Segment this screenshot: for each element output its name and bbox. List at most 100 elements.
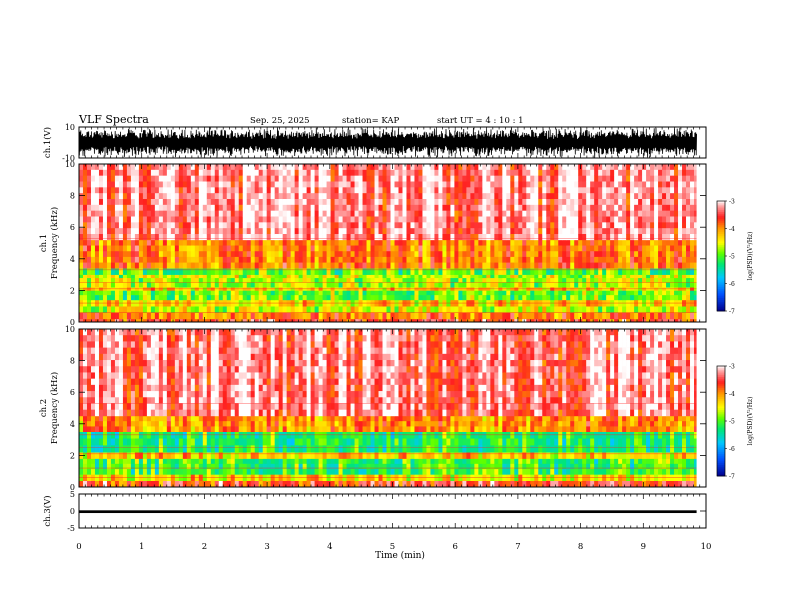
spectral-cell xyxy=(290,175,295,182)
spectral-cell xyxy=(654,318,659,323)
spectral-cell xyxy=(186,290,192,296)
spectral-cell xyxy=(282,169,287,176)
spectral-cell xyxy=(678,169,683,176)
spectral-cell xyxy=(642,312,647,320)
spectral-cell xyxy=(79,169,84,176)
spectral-cell xyxy=(102,262,108,269)
spectral-cell xyxy=(478,245,483,252)
spectral-cell xyxy=(282,204,287,211)
spectral-cell xyxy=(122,187,128,194)
spectral-cell xyxy=(79,318,84,323)
spectral-cell xyxy=(166,277,172,283)
spectral-cell xyxy=(438,164,443,171)
spectral-cell xyxy=(670,164,675,171)
spectral-cell xyxy=(162,234,168,241)
spectral-cell xyxy=(682,222,687,229)
spectral-cell xyxy=(646,169,651,176)
spectral-cell xyxy=(678,306,683,313)
spectral-cell xyxy=(586,290,591,296)
spectral-cell xyxy=(658,277,663,283)
spectral-cell xyxy=(298,282,303,288)
spectral-cell xyxy=(494,262,499,269)
spectral-cell xyxy=(478,169,483,176)
spectral-cell xyxy=(210,216,216,223)
spectral-cell xyxy=(214,187,220,194)
spectral-cell xyxy=(378,187,383,194)
spectral-cell xyxy=(534,228,539,235)
spectral-cell xyxy=(386,164,391,171)
spectral-cell xyxy=(354,210,359,217)
spectral-cell xyxy=(238,251,244,258)
spectral-cell xyxy=(126,181,132,188)
spectral-cell xyxy=(694,245,699,252)
spectral-cell xyxy=(314,210,319,217)
spectral-cell xyxy=(402,239,407,246)
spectral-cell xyxy=(394,193,399,200)
spectral-cell xyxy=(126,256,132,263)
spectral-cell xyxy=(530,234,535,241)
spectral-cell xyxy=(186,268,192,275)
spectral-cell xyxy=(694,306,699,313)
spectral-cell xyxy=(586,251,591,258)
spectral-cell xyxy=(374,175,379,182)
spectral-cell xyxy=(658,251,663,258)
spectral-cell xyxy=(238,210,244,217)
spectral-cell xyxy=(694,274,699,279)
spectral-cell xyxy=(79,204,84,211)
spectral-cell xyxy=(266,187,271,194)
spectral-cell xyxy=(314,268,319,275)
spectral-cell xyxy=(682,228,687,235)
spectral-cell xyxy=(638,210,643,217)
spectral-cell xyxy=(626,216,631,223)
spectral-cell xyxy=(654,239,659,246)
spectral-cell xyxy=(206,239,212,246)
spectral-cell xyxy=(110,262,116,269)
spectral-cell xyxy=(386,318,391,323)
spectral-cell xyxy=(578,277,583,283)
spectral-cell xyxy=(286,199,291,206)
spectral-cell xyxy=(122,181,128,188)
spectral-cell xyxy=(206,277,212,283)
spectral-cell xyxy=(438,295,443,301)
spectral-cell xyxy=(258,169,263,176)
spectral-cell xyxy=(270,239,275,246)
spectral-cell xyxy=(266,274,271,279)
spectral-cell xyxy=(342,239,347,246)
spectral-cell xyxy=(530,282,535,288)
spectral-cell xyxy=(458,187,463,194)
spectral-cell xyxy=(118,256,124,263)
spectral-cell xyxy=(254,290,260,296)
spectral-cell xyxy=(330,210,335,217)
spectral-cell xyxy=(650,245,655,252)
spectral-cell xyxy=(610,245,615,252)
spectral-cell xyxy=(534,164,539,171)
spectral-cell xyxy=(442,262,447,269)
spectral-cell xyxy=(482,318,487,323)
spectral-cell xyxy=(358,251,363,258)
spectral-cell xyxy=(166,312,172,320)
spectral-cell xyxy=(330,222,335,229)
spectral-cell xyxy=(562,199,567,206)
spectral-cell xyxy=(502,164,507,171)
spectral-cell xyxy=(342,318,347,323)
spectral-cell xyxy=(422,175,427,182)
spectral-cell xyxy=(134,164,140,171)
spectral-cell xyxy=(546,290,551,296)
spectral-cell xyxy=(150,187,156,194)
spectral-cell xyxy=(114,262,120,269)
spectral-cell xyxy=(570,222,575,229)
spectral-cell xyxy=(242,169,248,176)
spectral-cell xyxy=(422,210,427,217)
spectral-cell xyxy=(662,164,667,171)
spectral-cell xyxy=(318,181,323,188)
spectral-cell xyxy=(214,169,220,176)
spectral-cell xyxy=(326,175,331,182)
spectral-cell xyxy=(618,277,623,283)
spectral-cell xyxy=(90,228,96,235)
spectral-cell xyxy=(546,318,551,323)
spectral-cell xyxy=(118,290,124,296)
spectral-cell xyxy=(590,169,595,176)
spectral-cell xyxy=(414,169,419,176)
spectral-cell xyxy=(198,251,204,258)
spectral-cell xyxy=(122,193,128,200)
